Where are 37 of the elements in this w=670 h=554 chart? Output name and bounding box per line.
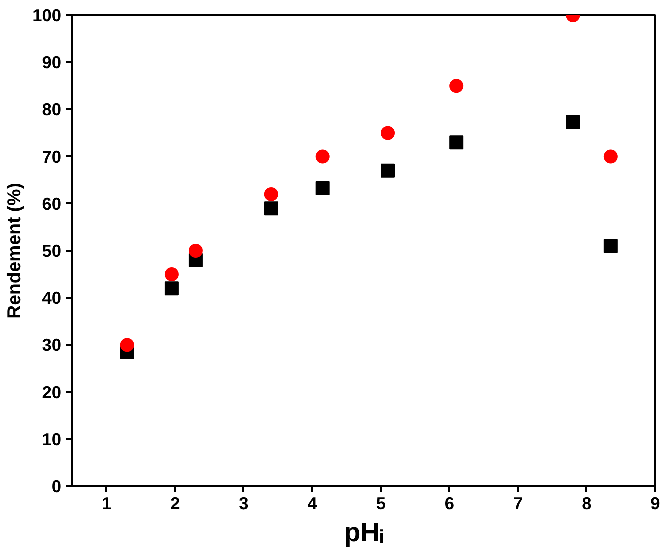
x-tick-label: 9 — [650, 494, 660, 514]
point — [120, 338, 134, 352]
x-tick-label: 7 — [514, 494, 524, 514]
y-tick-label: 80 — [42, 100, 62, 120]
point — [264, 202, 278, 216]
point — [450, 79, 464, 94]
point — [566, 115, 580, 130]
x-tick-label: 1 — [102, 494, 112, 514]
y-tick-label: 10 — [42, 429, 62, 450]
y-tick-label: 40 — [42, 288, 62, 308]
point — [381, 126, 396, 140]
point — [450, 136, 464, 150]
point — [381, 164, 396, 178]
x-tick-label: 2 — [170, 494, 180, 514]
y-axis-title: Rendement (%) — [4, 183, 25, 319]
x-tick-label: 4 — [308, 494, 318, 514]
x-tick-label: 5 — [376, 494, 386, 514]
y-tick-label: 50 — [42, 241, 62, 261]
y-tick-label: 0 — [52, 476, 62, 496]
point — [164, 282, 179, 296]
y-tick-label: 90 — [42, 52, 62, 73]
y-tick-label: 100 — [32, 6, 62, 26]
y-tick-label: 60 — [42, 194, 62, 214]
x-tick-label: 6 — [444, 494, 455, 514]
x-axis-title: pHᵢ — [344, 518, 384, 548]
point — [604, 150, 618, 164]
x-tick-label: 3 — [239, 494, 250, 514]
point — [604, 239, 618, 254]
y-tick-label: 30 — [42, 335, 62, 356]
point — [264, 187, 278, 202]
point — [316, 181, 330, 196]
point — [316, 150, 330, 164]
x-tick-label: 8 — [582, 494, 592, 514]
point — [188, 244, 203, 258]
y-tick-label: 20 — [42, 382, 62, 402]
y-tick-label: 70 — [42, 146, 62, 167]
point — [164, 268, 179, 282]
